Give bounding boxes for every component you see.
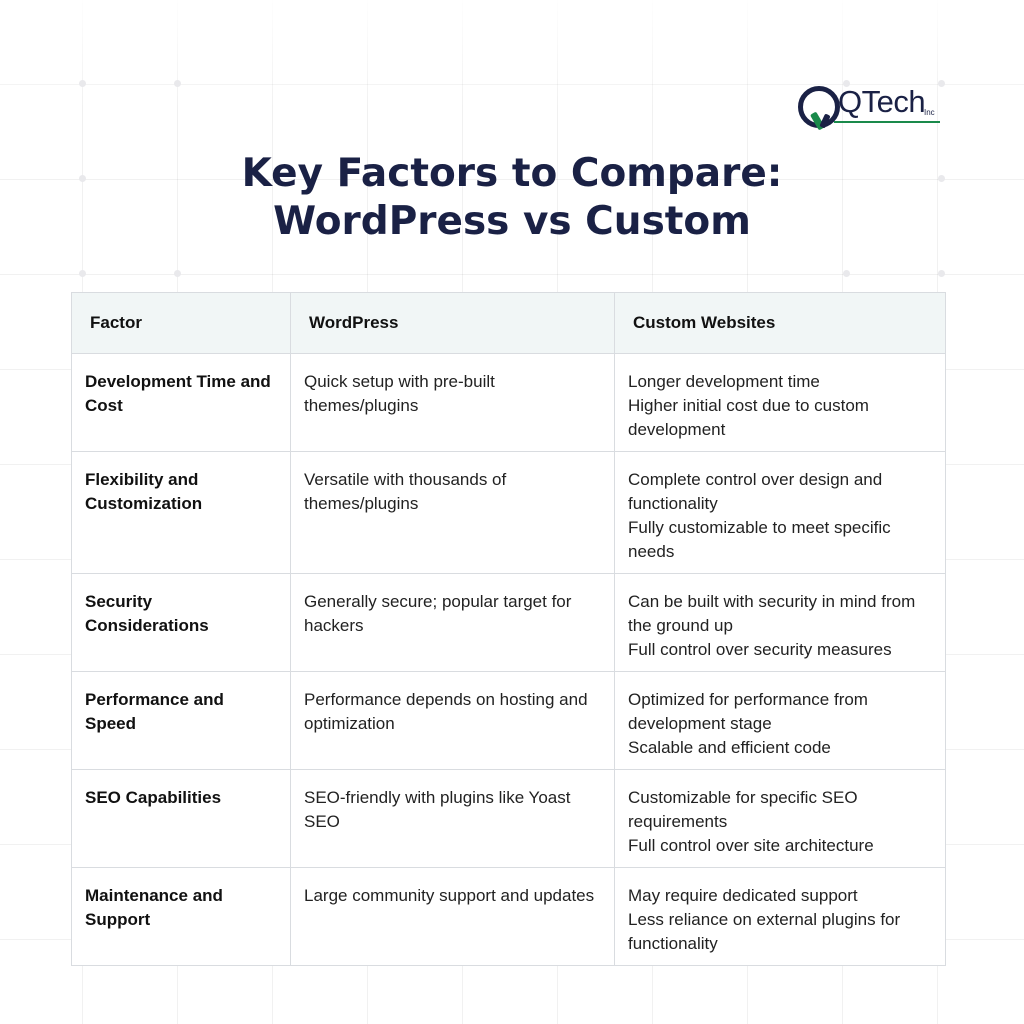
wordpress-cell: Performance depends on hosting and optim… bbox=[290, 671, 615, 770]
grid-dot bbox=[79, 175, 86, 182]
factor-cell: Flexibility and Customization bbox=[71, 451, 291, 574]
table-row: Performance and Speed Performance depend… bbox=[71, 671, 946, 770]
comparison-table: Factor WordPress Custom Websites Develop… bbox=[71, 292, 946, 966]
grid-dot bbox=[843, 270, 850, 277]
grid-dot bbox=[938, 270, 945, 277]
table-row: Flexibility and Customization Versatile … bbox=[71, 451, 946, 574]
table-row: SEO Capabilities SEO-friendly with plugi… bbox=[71, 769, 946, 868]
custom-cell: Optimized for performance from developme… bbox=[614, 671, 946, 770]
brand-suffix: Inc bbox=[924, 108, 935, 117]
grid-dot bbox=[938, 80, 945, 87]
table-row: Development Time and Cost Quick setup wi… bbox=[71, 353, 946, 452]
table-header-row: Factor WordPress Custom Websites bbox=[71, 292, 946, 354]
custom-cell: Longer development time Higher initial c… bbox=[614, 353, 946, 452]
custom-cell: Can be built with security in mind from … bbox=[614, 573, 946, 672]
custom-point: Can be built with security in mind from … bbox=[628, 592, 916, 635]
wordpress-cell: Versatile with thousands of themes/plugi… bbox=[290, 451, 615, 574]
grid-dot bbox=[79, 270, 86, 277]
wordpress-cell: Generally secure; popular target for hac… bbox=[290, 573, 615, 672]
factor-cell: Security Considerations bbox=[71, 573, 291, 672]
background-fade bbox=[0, 0, 1024, 110]
brand-logo: QTech Inc bbox=[796, 84, 946, 134]
title-line-2: WordPress vs Custom bbox=[273, 199, 751, 244]
custom-point: Less reliance on external plugins for fu… bbox=[628, 910, 901, 953]
grid-dot bbox=[938, 175, 945, 182]
custom-point: Scalable and efficient code bbox=[628, 738, 831, 757]
factor-cell: Maintenance and Support bbox=[71, 867, 291, 966]
wordpress-cell: Large community support and updates bbox=[290, 867, 615, 966]
custom-point: Complete control over design and functio… bbox=[628, 470, 883, 513]
custom-cell: Complete control over design and functio… bbox=[614, 451, 946, 574]
wordpress-cell: SEO-friendly with plugins like Yoast SEO bbox=[290, 769, 615, 868]
title-line-1: Key Factors to Compare: bbox=[241, 151, 783, 196]
grid-dot bbox=[174, 80, 181, 87]
wordpress-cell: Quick setup with pre-built themes/plugin… bbox=[290, 353, 615, 452]
custom-point: Higher initial cost due to custom develo… bbox=[628, 396, 869, 439]
grid-dot bbox=[174, 270, 181, 277]
custom-cell: Customizable for specific SEO requiremen… bbox=[614, 769, 946, 868]
custom-point: Optimized for performance from developme… bbox=[628, 690, 868, 733]
custom-point: Longer development time bbox=[628, 372, 820, 391]
header-custom-websites: Custom Websites bbox=[614, 292, 946, 354]
custom-point: Full control over security measures bbox=[628, 640, 892, 659]
factor-cell: SEO Capabilities bbox=[71, 769, 291, 868]
factor-cell: Performance and Speed bbox=[71, 671, 291, 770]
brand-name: QTech bbox=[838, 84, 926, 119]
custom-point: Full control over site architecture bbox=[628, 836, 874, 855]
custom-point: May require dedicated support bbox=[628, 886, 858, 905]
custom-cell: May require dedicated support Less relia… bbox=[614, 867, 946, 966]
custom-point: Customizable for specific SEO requiremen… bbox=[628, 788, 858, 831]
page-title: Key Factors to Compare: WordPress vs Cus… bbox=[0, 150, 1024, 246]
table-row: Maintenance and Support Large community … bbox=[71, 867, 946, 966]
grid-dot bbox=[843, 80, 850, 87]
comparison-table-container: Factor WordPress Custom Websites Develop… bbox=[71, 292, 946, 966]
custom-point: Fully customizable to meet specific need… bbox=[628, 518, 891, 561]
header-factor: Factor bbox=[71, 292, 291, 354]
grid-dot bbox=[79, 80, 86, 87]
factor-cell: Development Time and Cost bbox=[71, 353, 291, 452]
header-wordpress: WordPress bbox=[290, 292, 615, 354]
table-row: Security Considerations Generally secure… bbox=[71, 573, 946, 672]
logo-underline bbox=[834, 121, 940, 123]
